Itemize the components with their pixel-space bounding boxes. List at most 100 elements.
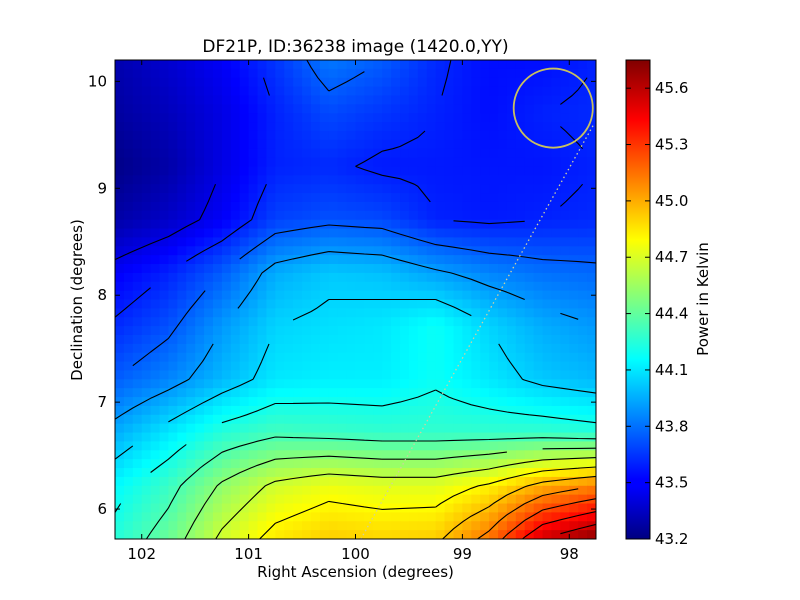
heatmap-cell: [177, 343, 187, 354]
heatmap-cell: [578, 423, 588, 434]
heatmap-cell: [186, 95, 196, 105]
heatmap-cell: [266, 334, 276, 345]
heatmap-cell: [355, 414, 366, 425]
heatmap-cell: [132, 343, 143, 354]
heatmap-cell: [587, 228, 596, 239]
heatmap-cell: [284, 104, 294, 114]
heatmap-cell: [141, 414, 152, 425]
heatmap-cell: [212, 299, 223, 309]
heatmap-cell: [150, 450, 161, 460]
heatmap-cell: [560, 255, 570, 265]
heatmap-cell: [480, 193, 490, 203]
heatmap-cell: [195, 494, 205, 505]
heatmap-cell: [284, 246, 294, 256]
heatmap-cell: [168, 122, 178, 132]
heatmap-cell: [275, 459, 285, 469]
heatmap-cell: [417, 86, 428, 97]
heatmap-cell: [435, 193, 446, 203]
heatmap-cell: [551, 521, 561, 531]
heatmap-cell: [293, 370, 303, 380]
heatmap-cell: [364, 290, 374, 301]
heatmap-cell: [400, 228, 410, 239]
heatmap-cell: [560, 281, 570, 292]
heatmap-cell: [230, 201, 241, 212]
heatmap-cell: [515, 379, 526, 389]
heatmap-cell: [426, 343, 437, 354]
heatmap-cell: [373, 503, 383, 513]
heatmap-cell: [587, 468, 596, 478]
heatmap-cell: [578, 290, 588, 301]
heatmap-cell: [560, 450, 570, 460]
heatmap-cell: [257, 405, 268, 416]
heatmap-cell: [132, 459, 143, 469]
heatmap-cell: [239, 476, 250, 487]
heatmap-cell: [204, 503, 214, 513]
heatmap-cell: [328, 343, 339, 354]
heatmap-cell: [444, 139, 455, 150]
heatmap-cell: [346, 184, 357, 194]
heatmap-cell: [364, 201, 374, 212]
heatmap-cell: [373, 414, 383, 425]
heatmap-cell: [587, 459, 596, 469]
heatmap-cell: [302, 95, 312, 105]
heatmap-cell: [444, 255, 455, 265]
contour-line: [522, 510, 596, 539]
heatmap-cell: [480, 343, 490, 354]
heatmap-cell: [177, 405, 187, 416]
heatmap-cell: [578, 60, 588, 70]
heatmap-cell: [426, 459, 437, 469]
heatmap-cell: [186, 104, 196, 114]
heatmap-cell: [328, 450, 339, 460]
heatmap-cell: [168, 281, 178, 292]
heatmap-cell: [266, 68, 276, 79]
heatmap-cell: [337, 459, 348, 469]
heatmap-cell: [204, 201, 214, 212]
heatmap-cell: [141, 397, 152, 407]
heatmap-cell: [426, 334, 437, 345]
heatmap-cell: [542, 405, 553, 416]
heatmap-cell: [471, 201, 481, 212]
heatmap-cell: [498, 60, 508, 70]
heatmap-cell: [453, 201, 463, 212]
heatmap-cell: [115, 281, 125, 292]
heatmap-cell: [337, 95, 348, 105]
heatmap-cell: [310, 388, 321, 398]
heatmap-cell: [489, 494, 499, 505]
heatmap-cell: [426, 317, 437, 327]
heatmap-cell: [230, 450, 241, 460]
heatmap-cell: [400, 60, 410, 70]
heatmap-cell: [373, 334, 383, 345]
beam-circle: [512, 67, 594, 149]
heatmap-cell: [551, 388, 561, 398]
heatmap-cell: [498, 370, 508, 380]
heatmap-cell: [257, 228, 268, 239]
heatmap-cell: [587, 343, 596, 354]
heatmap-cell: [506, 414, 517, 425]
heatmap-cell: [515, 130, 526, 141]
heatmap-cell: [337, 397, 348, 407]
heatmap-cell: [426, 326, 437, 336]
heatmap-cell: [569, 246, 579, 256]
heatmap-cell: [266, 441, 276, 451]
heatmap-cell: [391, 77, 401, 88]
heatmap-cell: [587, 255, 596, 265]
heatmap-cell: [266, 326, 276, 336]
heatmap-cell: [515, 228, 526, 239]
heatmap-cell: [462, 139, 472, 150]
heatmap-cell: [150, 184, 161, 194]
heatmap-cell: [400, 237, 410, 247]
heatmap-cell: [426, 148, 437, 159]
heatmap-cell: [115, 512, 125, 522]
heatmap-cell: [498, 343, 508, 354]
heatmap-cell: [195, 130, 205, 141]
heatmap-cell: [560, 157, 570, 168]
heatmap-cell: [186, 272, 196, 283]
heatmap-cell: [177, 299, 187, 309]
heatmap-cell: [391, 290, 401, 301]
heatmap-cell: [328, 441, 339, 451]
heatmap-cell: [578, 512, 588, 522]
heatmap-cell: [337, 441, 348, 451]
heatmap-cell: [444, 476, 455, 487]
heatmap-cell: [248, 68, 259, 79]
heatmap-cell: [462, 503, 472, 513]
